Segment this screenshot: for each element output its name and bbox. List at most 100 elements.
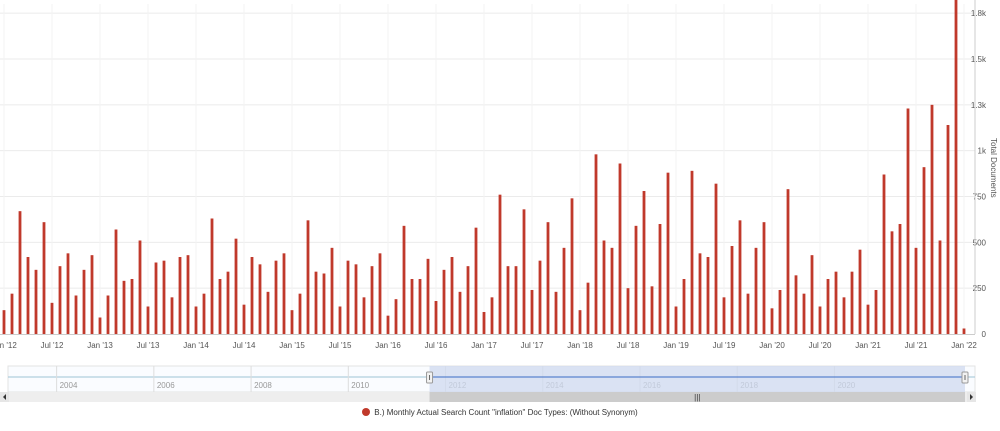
bar[interactable] (386, 315, 390, 334)
bar[interactable] (506, 266, 510, 334)
bar[interactable] (922, 167, 926, 334)
bar[interactable] (618, 163, 622, 335)
bar[interactable] (482, 312, 486, 334)
bar[interactable] (650, 286, 654, 334)
bar[interactable] (610, 247, 614, 334)
bar[interactable] (938, 240, 942, 335)
bar[interactable] (210, 218, 214, 335)
bar[interactable] (402, 225, 406, 334)
bar[interactable] (794, 275, 798, 334)
bar[interactable] (554, 291, 558, 334)
bar[interactable] (178, 257, 182, 334)
bar[interactable] (674, 306, 678, 335)
bar[interactable] (394, 299, 398, 334)
bar[interactable] (338, 306, 342, 335)
bar[interactable] (602, 240, 606, 335)
bar[interactable] (354, 264, 358, 334)
bar[interactable] (754, 247, 758, 334)
bar[interactable] (634, 225, 638, 334)
bar[interactable] (818, 306, 822, 335)
bar[interactable] (410, 279, 414, 334)
bar-series[interactable] (2, 0, 966, 335)
bar[interactable] (122, 280, 126, 334)
bar[interactable] (546, 222, 550, 334)
bar[interactable] (194, 306, 198, 335)
bar[interactable] (770, 308, 774, 334)
bar[interactable] (626, 288, 630, 334)
bar[interactable] (954, 0, 958, 334)
bar[interactable] (538, 260, 542, 334)
bar[interactable] (778, 290, 782, 334)
bar[interactable] (962, 328, 966, 335)
bar[interactable] (58, 266, 62, 334)
bar[interactable] (274, 260, 278, 334)
bar[interactable] (570, 198, 574, 334)
bar[interactable] (586, 282, 590, 334)
bar[interactable] (882, 174, 886, 335)
bar[interactable] (698, 253, 702, 334)
navigator[interactable]: 200420062008201020122014201620182020||| (0, 365, 976, 402)
bar[interactable] (730, 246, 734, 334)
legend-label[interactable]: B.) Monthly Actual Search Count "inflati… (374, 408, 638, 417)
legend-marker[interactable] (362, 408, 371, 416)
bar[interactable] (690, 170, 694, 334)
bar[interactable] (154, 262, 158, 335)
bar[interactable] (234, 238, 238, 334)
bar[interactable] (802, 293, 806, 334)
bar[interactable] (762, 222, 766, 334)
bar[interactable] (202, 293, 206, 334)
bar[interactable] (218, 279, 222, 334)
bar[interactable] (458, 291, 462, 334)
bar[interactable] (738, 220, 742, 334)
bar[interactable] (522, 209, 526, 334)
bar[interactable] (370, 266, 374, 334)
bar[interactable] (842, 297, 846, 334)
bar[interactable] (450, 257, 454, 334)
bar[interactable] (498, 194, 502, 334)
bar[interactable] (490, 297, 494, 334)
bar[interactable] (666, 172, 670, 334)
bar[interactable] (314, 271, 318, 334)
bar[interactable] (514, 266, 518, 334)
bar[interactable] (442, 269, 446, 334)
bar[interactable] (746, 293, 750, 334)
bar[interactable] (658, 224, 662, 334)
bar[interactable] (706, 257, 710, 334)
bar[interactable] (530, 290, 534, 334)
bar[interactable] (82, 269, 86, 334)
bar[interactable] (858, 249, 862, 334)
bar[interactable] (434, 301, 438, 334)
bar[interactable] (722, 297, 726, 334)
bar[interactable] (114, 229, 118, 335)
bar[interactable] (898, 224, 902, 334)
bar[interactable] (266, 291, 270, 334)
bar[interactable] (810, 255, 814, 334)
bar[interactable] (298, 293, 302, 334)
bar[interactable] (162, 260, 166, 334)
bar[interactable] (362, 297, 366, 334)
bar[interactable] (914, 247, 918, 334)
bar[interactable] (418, 279, 422, 334)
legend[interactable]: B.) Monthly Actual Search Count "inflati… (0, 408, 1000, 417)
bar[interactable] (906, 108, 910, 335)
bar[interactable] (594, 154, 598, 334)
bar[interactable] (130, 279, 134, 334)
bar[interactable] (322, 273, 326, 335)
navigator-selection[interactable] (429, 366, 965, 392)
bar[interactable] (946, 125, 950, 334)
bar[interactable] (42, 222, 46, 334)
bar[interactable] (50, 302, 54, 334)
bar[interactable] (682, 279, 686, 334)
bar[interactable] (714, 183, 718, 334)
bar[interactable] (74, 295, 78, 335)
bar[interactable] (250, 257, 254, 334)
bar[interactable] (826, 279, 830, 334)
bar[interactable] (890, 231, 894, 334)
bar[interactable] (242, 304, 246, 334)
bar[interactable] (330, 247, 334, 334)
bar[interactable] (258, 264, 262, 334)
bar[interactable] (306, 220, 310, 334)
bar[interactable] (474, 227, 478, 334)
bar[interactable] (226, 271, 230, 334)
bar[interactable] (834, 271, 838, 334)
